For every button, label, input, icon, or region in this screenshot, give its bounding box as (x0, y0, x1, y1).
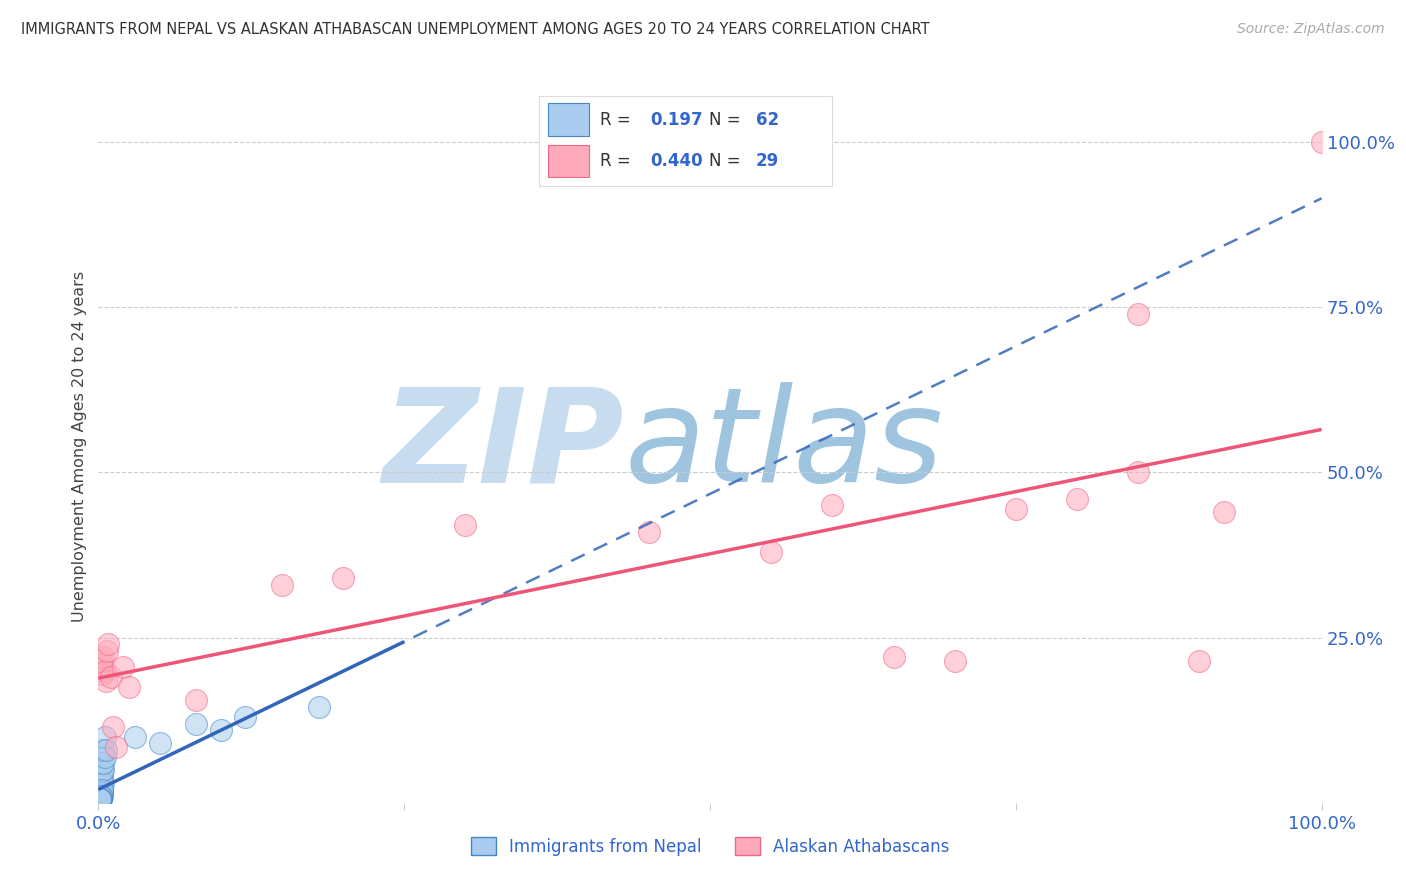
Point (90, 654, 112, 668)
Point (91, 769, 114, 783)
Point (124, 730, 146, 744)
Point (1310, 135, 1333, 149)
Point (883, 650, 905, 665)
Point (89, 786, 111, 800)
Point (454, 518, 477, 533)
Point (89, 789, 111, 804)
Point (943, 654, 966, 668)
Point (89, 792, 111, 806)
Point (1128, 466, 1150, 480)
Point (91, 776, 114, 790)
Point (93, 664, 115, 678)
Point (96, 644, 118, 658)
Point (89, 792, 111, 806)
Point (1128, 307, 1150, 321)
Point (89, 786, 111, 800)
Y-axis label: Unemployment Among Ages 20 to 24 years: Unemployment Among Ages 20 to 24 years (72, 270, 87, 622)
Point (101, 720, 124, 734)
Point (90, 789, 112, 804)
Point (761, 545, 783, 559)
Point (1066, 491, 1088, 506)
Point (1004, 501, 1026, 516)
Point (91, 763, 114, 777)
Point (94, 673, 117, 688)
Point (89, 782, 111, 797)
Point (89, 789, 111, 804)
Text: atlas: atlas (624, 383, 943, 509)
Point (89, 792, 111, 806)
Point (89, 792, 111, 806)
Point (94, 743, 117, 757)
Point (91, 667, 114, 681)
Point (89, 789, 111, 804)
Point (93, 749, 115, 764)
Point (638, 524, 661, 539)
Point (90, 789, 112, 804)
Point (90, 790, 112, 805)
Point (90, 782, 112, 797)
Point (89, 792, 111, 806)
Point (209, 723, 232, 738)
Point (90, 792, 112, 806)
Point (97, 637, 120, 651)
Point (89, 792, 111, 806)
Point (1188, 654, 1211, 668)
Point (91, 786, 114, 800)
Point (89, 782, 111, 797)
Point (186, 693, 208, 707)
Point (91, 776, 114, 790)
Point (118, 680, 141, 694)
Point (89, 792, 111, 806)
Point (186, 716, 208, 731)
Point (1212, 505, 1234, 519)
Point (89, 657, 111, 671)
Point (91, 782, 114, 797)
Point (233, 710, 256, 724)
Text: IMMIGRANTS FROM NEPAL VS ALASKAN ATHABASCAN UNEMPLOYMENT AMONG AGES 20 TO 24 YEA: IMMIGRANTS FROM NEPAL VS ALASKAN ATHABAS… (21, 22, 929, 37)
Point (90, 788, 112, 802)
Point (821, 499, 844, 513)
Point (89, 789, 111, 804)
Text: ZIP: ZIP (382, 383, 624, 509)
Point (89, 792, 111, 806)
Point (90, 789, 112, 804)
Point (89, 792, 111, 806)
Point (90, 789, 112, 804)
Point (91, 763, 114, 777)
Point (91, 650, 114, 665)
Point (89, 792, 111, 806)
Point (111, 660, 134, 674)
Point (93, 730, 115, 744)
Point (104, 739, 127, 754)
Point (332, 571, 354, 585)
Point (89, 792, 111, 806)
Point (89, 779, 111, 793)
Point (89, 792, 111, 806)
Legend: Immigrants from Nepal, Alaskan Athabascans: Immigrants from Nepal, Alaskan Athabasca… (464, 830, 956, 863)
Point (91, 756, 114, 771)
Point (89, 792, 111, 806)
Point (149, 736, 172, 750)
Point (90, 776, 112, 790)
Point (308, 700, 330, 714)
Point (90, 790, 112, 805)
Point (89, 792, 111, 806)
Point (89, 792, 111, 806)
Point (90, 786, 112, 800)
Point (90, 769, 112, 783)
Point (91, 743, 114, 757)
Point (89, 789, 111, 804)
Point (100, 670, 122, 684)
Point (91, 782, 114, 797)
Point (89, 792, 111, 806)
Point (91, 756, 114, 771)
Point (90, 779, 112, 793)
Point (270, 578, 294, 592)
Point (91, 789, 114, 804)
Point (89, 790, 111, 805)
Text: Source: ZipAtlas.com: Source: ZipAtlas.com (1237, 22, 1385, 37)
Point (89, 792, 111, 806)
